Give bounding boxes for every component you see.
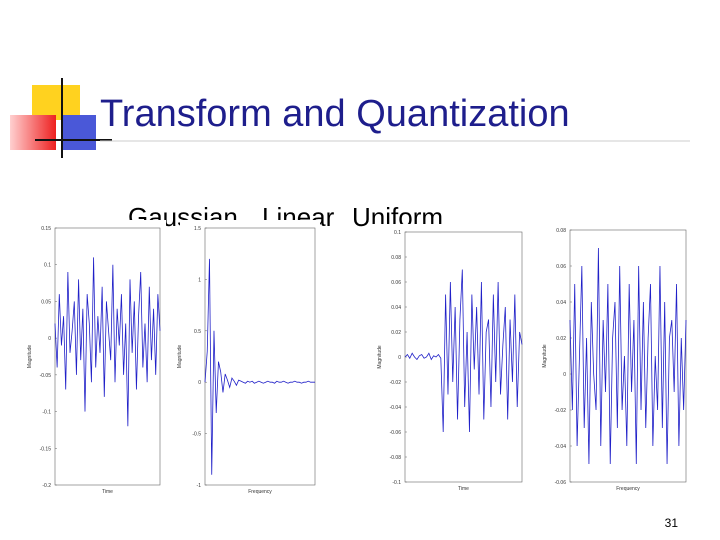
y-tick-label: -0.04 (390, 405, 402, 411)
x-axis-label: Time (102, 489, 113, 495)
y-tick-label: 1 (198, 277, 201, 283)
y-tick-label: -0.08 (390, 455, 402, 461)
signal-line (404, 269, 523, 433)
signal-line (569, 247, 687, 465)
x-axis-label: Time (458, 486, 469, 492)
y-tick-label: 0.04 (391, 305, 401, 311)
y-tick-label: 0 (198, 380, 201, 386)
y-tick-label: 0.06 (391, 280, 401, 286)
y-tick-label: -0.2 (42, 483, 51, 489)
y-tick-label: 0 (563, 372, 566, 378)
y-tick-label: 0.06 (556, 264, 566, 270)
deco-yellow (32, 85, 80, 120)
y-tick-label: -0.04 (555, 444, 567, 450)
title: Transform and Quantization (100, 93, 570, 135)
y-tick-label: -1 (197, 483, 202, 489)
deco-blue (62, 115, 96, 150)
y-tick-label: 0.02 (556, 336, 566, 342)
y-tick-label: 0.08 (556, 228, 566, 234)
signal-line (204, 258, 315, 475)
x-axis-label: Frequency (616, 486, 640, 492)
y-tick-label: -0.5 (192, 432, 201, 438)
y-tick-label: 0.08 (391, 255, 401, 261)
plot-frame (54, 227, 161, 486)
y-tick-label: 0.1 (44, 263, 51, 269)
x-axis-label: Frequency (248, 489, 272, 495)
y-tick-label: -0.1 (42, 410, 51, 416)
signal-line (54, 257, 161, 427)
y-tick-label: -0.02 (555, 408, 567, 414)
y-tick-label: -0.05 (40, 373, 52, 379)
y-axis-label: Magnitude (542, 344, 548, 368)
y-tick-label: -0.06 (555, 480, 567, 486)
y-tick-label: 1.5 (194, 226, 201, 232)
y-axis-label: Magnitude (27, 345, 33, 369)
y-tick-label: 0.05 (41, 299, 51, 305)
y-tick-label: 0 (48, 336, 51, 342)
y-tick-label: -0.1 (392, 480, 401, 486)
y-tick-label: 0.15 (41, 226, 51, 232)
y-tick-label: -0.02 (390, 380, 402, 386)
y-tick-label: 0.02 (391, 330, 401, 336)
y-tick-label: 0 (398, 355, 401, 361)
y-tick-label: 0.5 (194, 329, 201, 335)
y-tick-label: 0.1 (394, 230, 401, 236)
plot-frame (204, 227, 316, 486)
y-tick-label: -0.06 (390, 430, 402, 436)
page-number: 31 (665, 516, 679, 530)
y-tick-label: -0.15 (40, 446, 52, 452)
y-axis-label: Magnitude (377, 345, 383, 369)
y-axis-label: Magnitude (177, 345, 183, 369)
deco-red (10, 115, 56, 150)
y-tick-label: 0.04 (556, 300, 566, 306)
